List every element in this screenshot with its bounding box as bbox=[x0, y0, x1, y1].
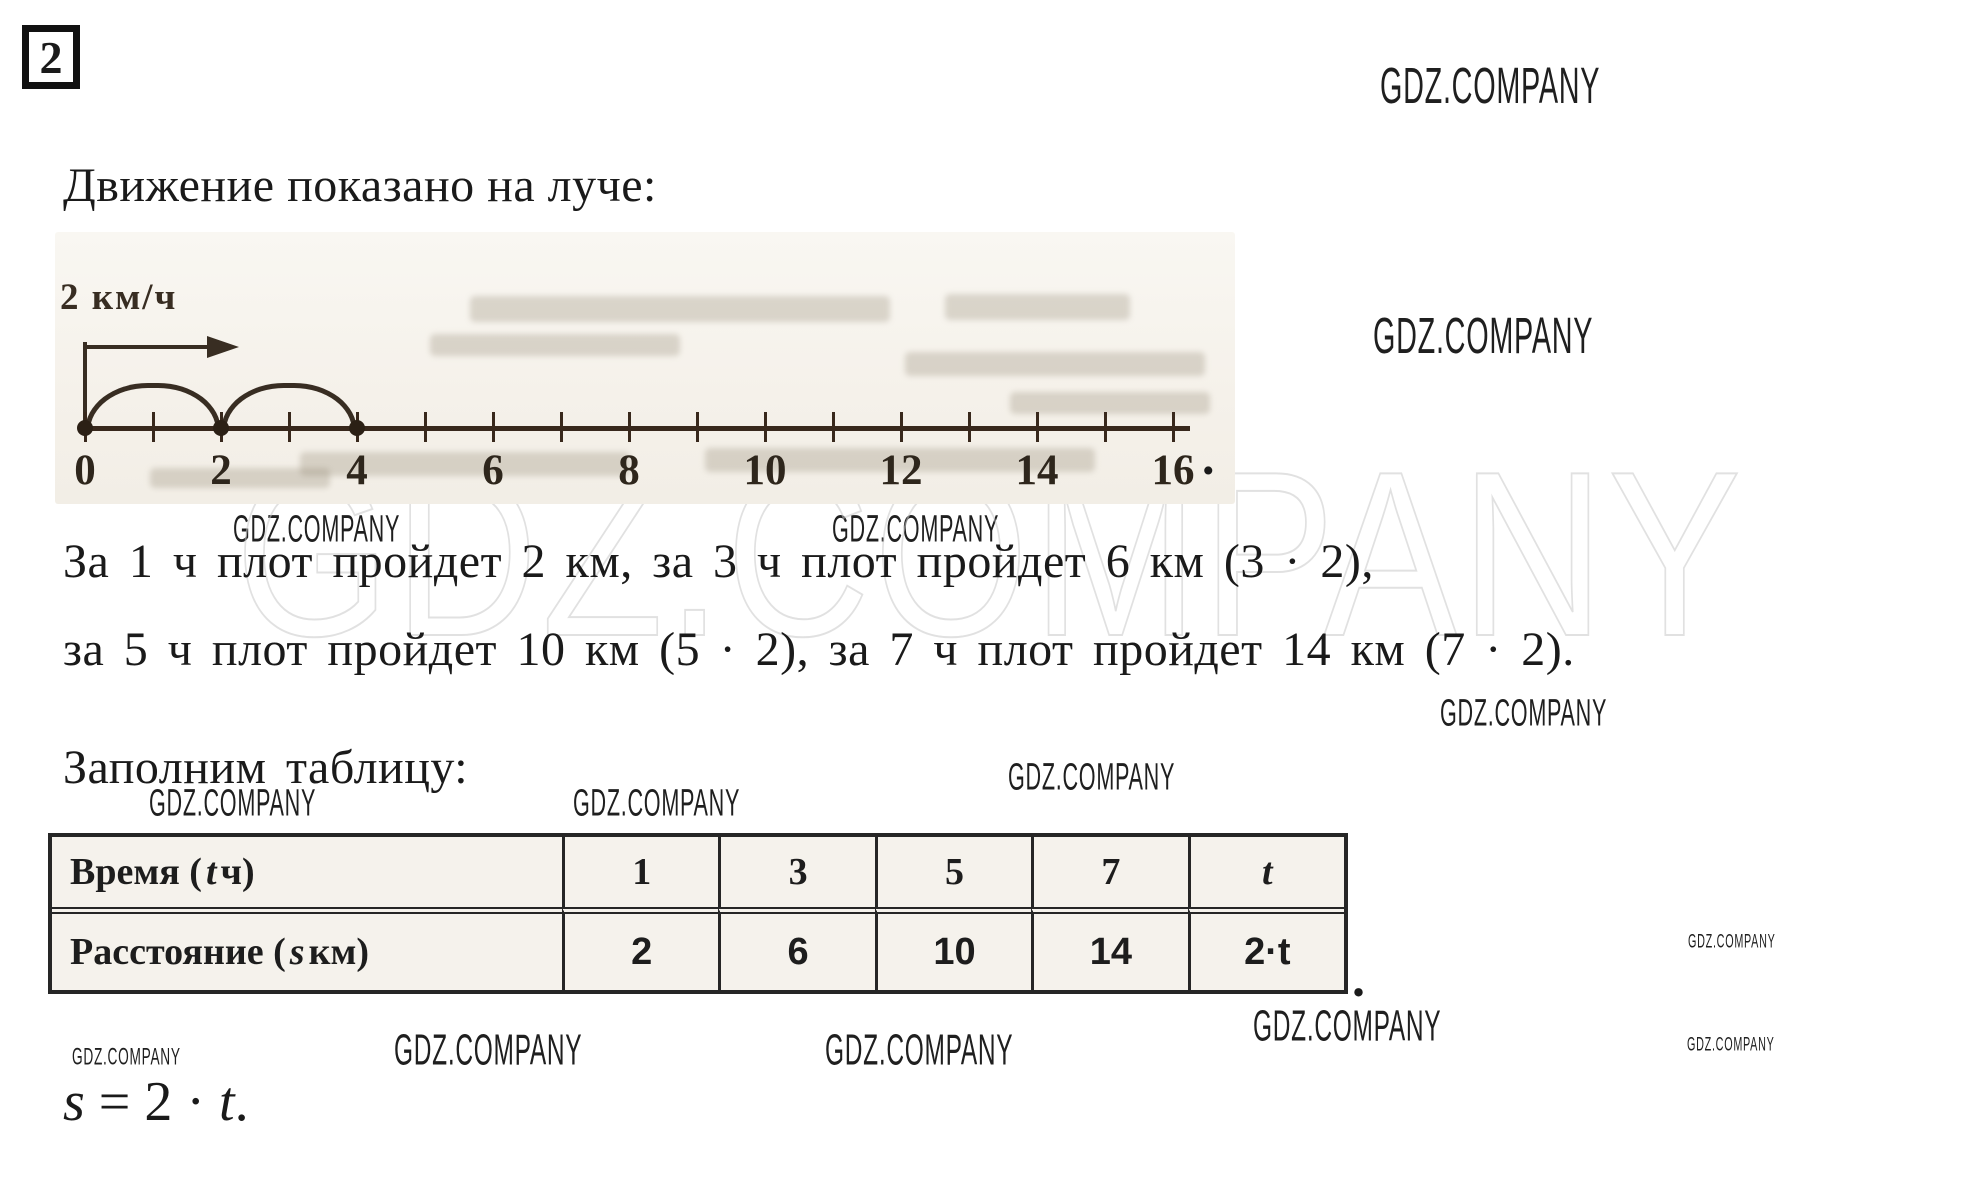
ray-label: 16 bbox=[1151, 447, 1195, 494]
ghost-text-blur bbox=[945, 294, 1130, 320]
ghost-text-blur bbox=[705, 448, 1095, 472]
ray-label: 6 bbox=[482, 447, 504, 494]
table-trailing-period: . bbox=[1352, 951, 1365, 1008]
row-label-time: Время (t ч) bbox=[52, 837, 562, 907]
tick-mark bbox=[832, 412, 835, 442]
solution-line-1: За 1 ч плот пройдет 2 км, за 3 ч плот пр… bbox=[63, 535, 1374, 588]
formula-period: . bbox=[234, 1071, 249, 1133]
row-label-text: Время ( bbox=[70, 851, 202, 893]
tick-mark bbox=[628, 412, 631, 442]
tick-mark bbox=[968, 412, 971, 442]
formula-coefficient: 2 bbox=[144, 1071, 173, 1133]
formula-multiply-dot: · bbox=[186, 1071, 206, 1133]
ghost-text-blur bbox=[470, 296, 890, 322]
tick-mark bbox=[492, 412, 495, 442]
table-cell: 5 bbox=[874, 837, 1031, 907]
tick-mark bbox=[1036, 412, 1039, 442]
speed-arrow-vertical-line bbox=[83, 342, 87, 432]
row-label-distance: Расстояние (s км) bbox=[52, 907, 562, 990]
watermark: GDZ.COMPANY bbox=[825, 1026, 1014, 1075]
tick-mark bbox=[900, 412, 903, 442]
point-dot-4 bbox=[349, 420, 365, 436]
tick-mark bbox=[764, 412, 767, 442]
row-label-text: км) bbox=[308, 931, 369, 973]
watermark: GDZ.COMPANY bbox=[1688, 931, 1776, 953]
table-cell: 1 bbox=[562, 837, 718, 907]
watermark: GDZ.COMPANY bbox=[394, 1026, 583, 1075]
watermark: GDZ.COMPANY bbox=[233, 508, 401, 551]
ray-label: 12 bbox=[879, 447, 923, 494]
speed-arrow-head-icon bbox=[207, 336, 239, 358]
table-cell-answer: 6 bbox=[718, 907, 875, 990]
table-cell-answer: 2 bbox=[562, 907, 719, 990]
watermark: GDZ.COMPANY bbox=[832, 508, 1000, 551]
ghost-text-blur bbox=[905, 352, 1205, 376]
table-cell-answer: 14 bbox=[1031, 907, 1188, 990]
heading-motion-on-ray: Движение показано на луче: bbox=[63, 159, 657, 212]
row-label-variable: t bbox=[205, 851, 217, 893]
table-intro: Заполним таблицу: bbox=[63, 741, 469, 794]
formula-rhs: t bbox=[219, 1071, 235, 1133]
formula-equals: = bbox=[98, 1071, 131, 1133]
tick-mark bbox=[1172, 412, 1175, 442]
table-cell-answer: 10 bbox=[874, 907, 1032, 990]
watermark: GDZ.COMPANY bbox=[1253, 1002, 1442, 1051]
row-label-text: Расстояние ( bbox=[70, 931, 286, 973]
ray-label: 4 bbox=[346, 447, 368, 494]
table-row-time: Время (t ч) 1 3 5 7 t bbox=[52, 837, 1344, 907]
formula-s-equals-2t: s = 2 · t. bbox=[63, 1070, 249, 1134]
time-distance-table: Время (t ч) 1 3 5 7 t Расстояние (s км) … bbox=[48, 833, 1348, 994]
number-line-ray bbox=[78, 426, 1190, 431]
ray-label: 8 bbox=[618, 447, 640, 494]
number-line-diagram bbox=[55, 232, 1235, 504]
watermark: GDZ.COMPANY bbox=[149, 782, 317, 825]
ray-label: 2 bbox=[210, 447, 232, 494]
tick-mark bbox=[560, 412, 563, 442]
ray-label: 14 bbox=[1015, 447, 1059, 494]
speed-label: 2 км/ч bbox=[60, 277, 178, 318]
row-label-text: ч) bbox=[220, 851, 255, 893]
ghost-text-blur bbox=[300, 452, 630, 476]
table-cell-answer: 2·t bbox=[1187, 907, 1344, 990]
table-cell: 3 bbox=[718, 837, 874, 907]
point-dot-2 bbox=[213, 420, 229, 436]
ray-label: 10 bbox=[743, 447, 787, 494]
watermark: GDZ.COMPANY bbox=[1440, 692, 1608, 735]
watermark: GDZ.COMPANY bbox=[72, 1044, 181, 1071]
table-row-distance: Расстояние (s км) 2 6 10 14 2·t bbox=[52, 907, 1344, 990]
watermark: GDZ.COMPANY bbox=[1008, 756, 1176, 799]
speed-arrow-shaft bbox=[83, 345, 209, 349]
tick-mark bbox=[1104, 412, 1107, 442]
tick-mark bbox=[696, 412, 699, 442]
problem-number-badge: 2 bbox=[22, 25, 80, 89]
formula-lhs: s bbox=[63, 1071, 85, 1133]
ghost-text-blur bbox=[430, 334, 680, 356]
point-dot-0 bbox=[77, 420, 93, 436]
tick-mark bbox=[424, 412, 427, 442]
watermark: GDZ.COMPANY bbox=[1687, 1034, 1775, 1056]
watermark: GDZ.COMPANY bbox=[1373, 308, 1594, 365]
ghost-text-blur bbox=[150, 468, 330, 488]
ray-label: 0 bbox=[74, 447, 96, 494]
table-cell: 7 bbox=[1031, 837, 1187, 907]
ghost-text-blur bbox=[1010, 392, 1210, 414]
watermark: GDZ.COMPANY bbox=[1380, 58, 1601, 115]
watermark: GDZ.COMPANY bbox=[573, 782, 741, 825]
row-label-variable: s bbox=[289, 931, 305, 973]
ray-trailing-period: . bbox=[1202, 429, 1215, 485]
table-cell: t bbox=[1187, 837, 1344, 907]
solution-line-2: за 5 ч плот пройдет 10 км (5 · 2), за 7 … bbox=[63, 623, 1575, 676]
